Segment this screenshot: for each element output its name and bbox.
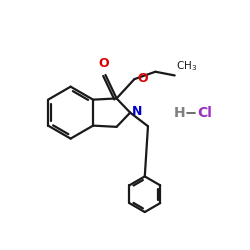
Text: N: N xyxy=(132,105,142,118)
Text: H: H xyxy=(174,106,186,120)
Text: CH$_3$: CH$_3$ xyxy=(176,60,197,74)
Text: Cl: Cl xyxy=(197,106,212,120)
Text: O: O xyxy=(137,72,148,85)
Text: O: O xyxy=(98,58,109,70)
